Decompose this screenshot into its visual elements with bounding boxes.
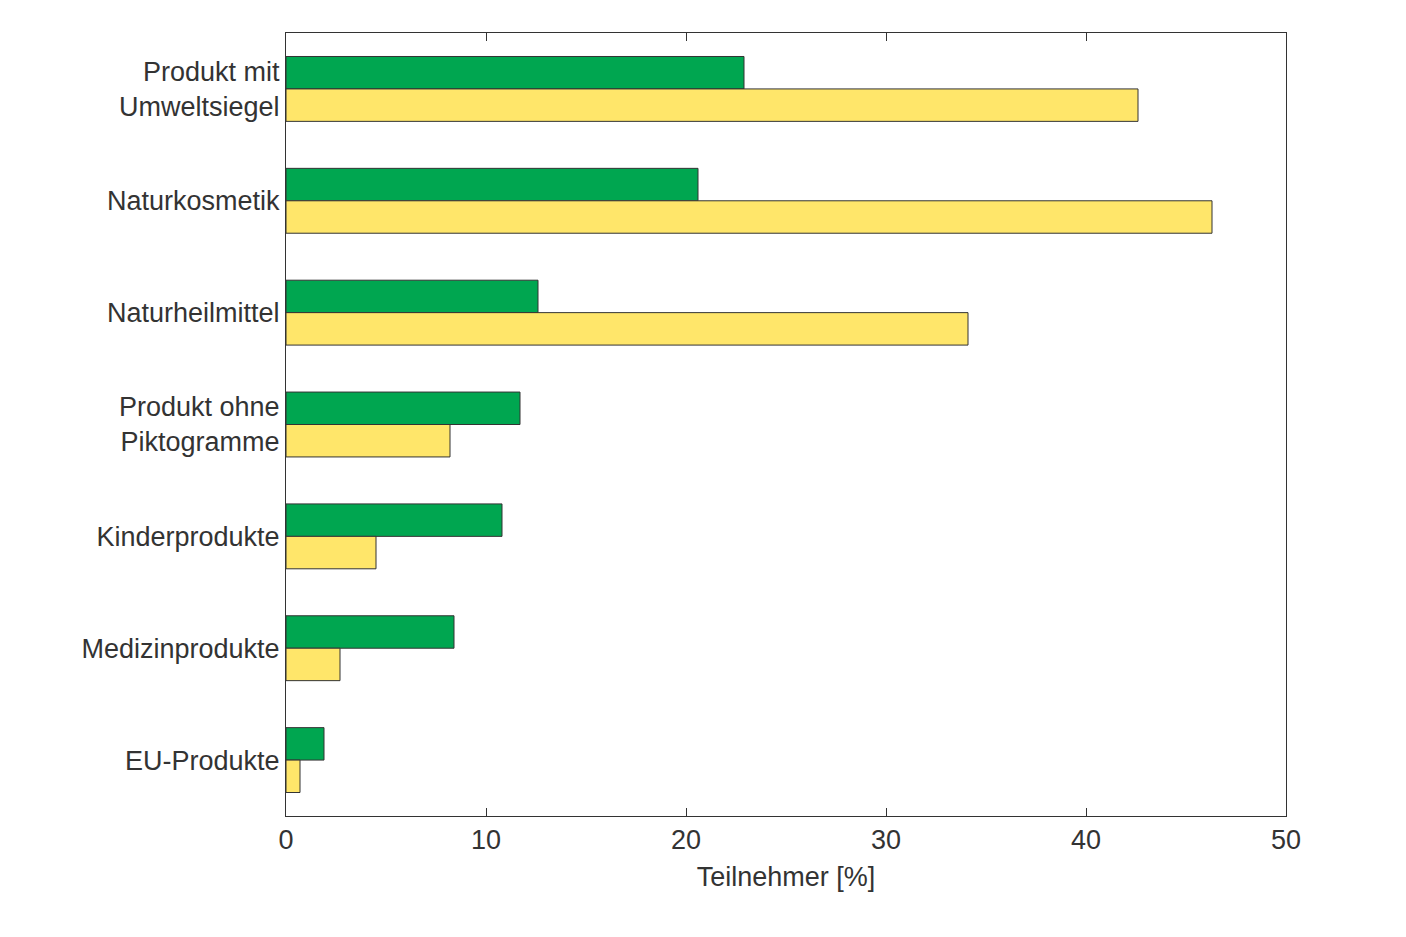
svg-text:EU-Produkte: EU-Produkte: [125, 746, 280, 776]
svg-text:30: 30: [871, 825, 901, 855]
svg-text:Medizinprodukte: Medizinprodukte: [81, 634, 279, 664]
svg-text:Produkt ohnePiktogramme: Produkt ohnePiktogramme: [119, 392, 280, 457]
svg-text:Kinderprodukte: Kinderprodukte: [96, 522, 279, 552]
svg-text:Naturkosmetik: Naturkosmetik: [107, 186, 280, 216]
svg-text:50: 50: [1271, 825, 1301, 855]
svg-text:Produkt mitUmweltsiegel: Produkt mitUmweltsiegel: [119, 57, 280, 122]
svg-text:0: 0: [278, 825, 293, 855]
svg-text:10: 10: [471, 825, 501, 855]
svg-text:20: 20: [671, 825, 701, 855]
svg-text:Naturheilmittel: Naturheilmittel: [107, 298, 280, 328]
svg-text:Teilnehmer [%]: Teilnehmer [%]: [697, 862, 876, 892]
svg-text:40: 40: [1071, 825, 1101, 855]
